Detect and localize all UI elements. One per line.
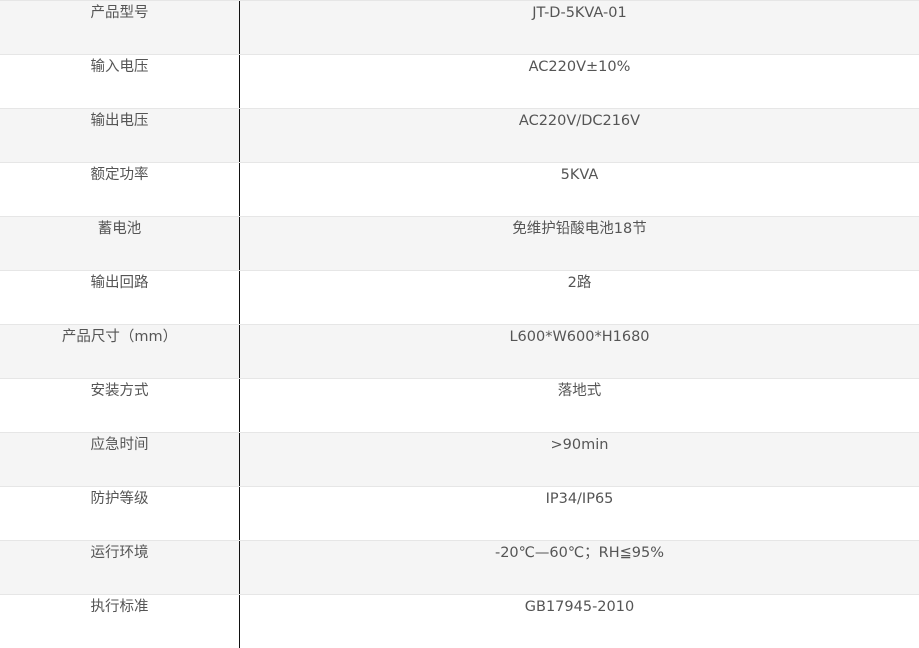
spec-label: 产品尺寸（mm）: [0, 325, 240, 378]
spec-label: 应急时间: [0, 433, 240, 486]
table-row: 蓄电池 免维护铅酸电池18节: [0, 216, 919, 270]
spec-label: 输出电压: [0, 109, 240, 162]
spec-value: 免维护铅酸电池18节: [512, 221, 647, 237]
spec-value: L600*W600*H1680: [509, 329, 650, 345]
spec-value: AC220V±10%: [528, 59, 631, 75]
spec-value: >90min: [550, 437, 609, 453]
spec-label: 运行环境: [0, 541, 240, 594]
spec-value: JT-D-5KVA-01: [532, 5, 627, 21]
table-row: 执行标准 GB17945-2010: [0, 594, 919, 648]
spec-value: IP34/IP65: [545, 491, 614, 507]
table-row: 应急时间 >90min: [0, 432, 919, 486]
spec-label: 额定功率: [0, 163, 240, 216]
spec-label: 执行标准: [0, 595, 240, 648]
spec-value: 5KVA: [560, 167, 599, 183]
spec-label: 输出回路: [0, 271, 240, 324]
spec-label: 防护等级: [0, 487, 240, 540]
spec-label: 产品型号: [0, 1, 240, 54]
table-row: 防护等级 IP34/IP65: [0, 486, 919, 540]
table-row: 输出回路 2路: [0, 270, 919, 324]
spec-value: GB17945-2010: [524, 599, 635, 615]
table-row: 输入电压 AC220V±10%: [0, 54, 919, 108]
spec-value: AC220V/DC216V: [518, 113, 641, 129]
spec-label: 安装方式: [0, 379, 240, 432]
table-row: 产品尺寸（mm） L600*W600*H1680: [0, 324, 919, 378]
table-row: 安装方式 落地式: [0, 378, 919, 432]
spec-value: -20℃—60℃；RH≦95%: [494, 545, 665, 561]
spec-value: 落地式: [557, 383, 602, 399]
table-row: 输出电压 AC220V/DC216V: [0, 108, 919, 162]
table-row: 产品型号 JT-D-5KVA-01: [0, 0, 919, 54]
table-row: 额定功率 5KVA: [0, 162, 919, 216]
spec-label: 蓄电池: [0, 217, 240, 270]
table-row: 运行环境 -20℃—60℃；RH≦95%: [0, 540, 919, 594]
spec-label: 输入电压: [0, 55, 240, 108]
spec-value: 2路: [567, 275, 592, 291]
